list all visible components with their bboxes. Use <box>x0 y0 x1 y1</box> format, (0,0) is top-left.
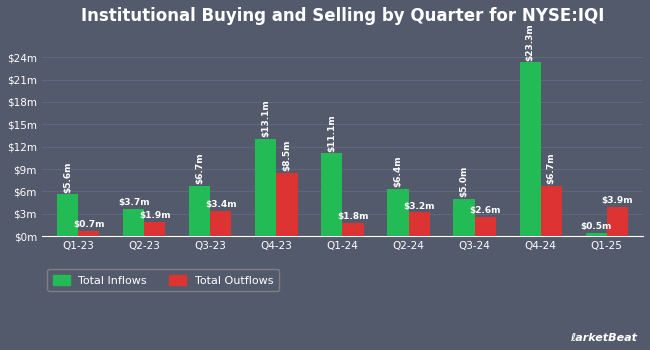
Text: $1.8m: $1.8m <box>337 212 369 221</box>
Text: $5.0m: $5.0m <box>460 166 469 197</box>
Bar <box>343 223 363 236</box>
Text: $8.5m: $8.5m <box>283 140 291 171</box>
Text: $1.9m: $1.9m <box>139 211 170 220</box>
Legend: Total Inflows, Total Outflows: Total Inflows, Total Outflows <box>47 269 279 291</box>
Text: $6.7m: $6.7m <box>195 153 204 184</box>
Text: $0.5m: $0.5m <box>580 222 612 231</box>
Bar <box>144 222 165 236</box>
Bar <box>211 211 231 236</box>
Text: $3.7m: $3.7m <box>118 198 150 207</box>
Bar <box>408 212 430 236</box>
Text: $13.1m: $13.1m <box>261 99 270 136</box>
Text: $23.3m: $23.3m <box>526 23 534 61</box>
Bar <box>255 139 276 236</box>
Bar <box>474 217 496 236</box>
Bar <box>454 199 474 236</box>
Bar <box>586 232 606 236</box>
Text: ℓarketBeat: ℓarketBeat <box>570 333 637 343</box>
Text: $3.2m: $3.2m <box>403 202 435 210</box>
Bar <box>519 62 541 236</box>
Bar <box>541 186 562 236</box>
Text: $0.7m: $0.7m <box>73 220 105 229</box>
Bar <box>606 207 628 236</box>
Text: $6.7m: $6.7m <box>547 153 556 184</box>
Bar <box>276 173 298 236</box>
Bar <box>78 231 99 236</box>
Text: $3.9m: $3.9m <box>601 196 633 205</box>
Bar <box>57 195 78 236</box>
Bar <box>387 189 408 236</box>
Text: $6.4m: $6.4m <box>393 155 402 187</box>
Bar <box>189 186 211 236</box>
Title: Institutional Buying and Selling by Quarter for NYSE:IQI: Institutional Buying and Selling by Quar… <box>81 7 604 25</box>
Text: $3.4m: $3.4m <box>205 200 237 209</box>
Text: $2.6m: $2.6m <box>469 206 501 215</box>
Bar <box>321 153 343 236</box>
Bar <box>123 209 144 236</box>
Text: $5.6m: $5.6m <box>63 161 72 192</box>
Text: $11.1m: $11.1m <box>328 114 336 152</box>
